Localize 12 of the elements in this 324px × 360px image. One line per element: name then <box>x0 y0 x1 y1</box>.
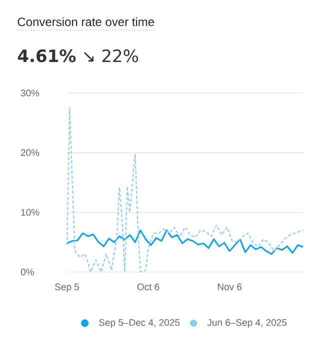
legend-label: Jun 6–Sep 4, 2025 <box>207 319 287 328</box>
y-tick-label: 30% <box>20 90 40 96</box>
x-tick-label: Nov 6 <box>218 284 242 290</box>
legend-label: Sep 5–Dec 4, 2025 <box>99 319 180 328</box>
y-tick-label: 10% <box>21 208 40 216</box>
x-tick-label: Oct 6 <box>137 284 160 290</box>
y-tick-label: 0% <box>20 268 34 276</box>
line-series <box>66 229 304 255</box>
x-tick-label: Sep 5 <box>55 284 80 292</box>
chart-subtitle: 4.61% ↘ 22% <box>18 49 138 62</box>
y-tick-label: 20% <box>21 149 40 156</box>
chart-title: Conversion rate over time <box>18 17 154 26</box>
